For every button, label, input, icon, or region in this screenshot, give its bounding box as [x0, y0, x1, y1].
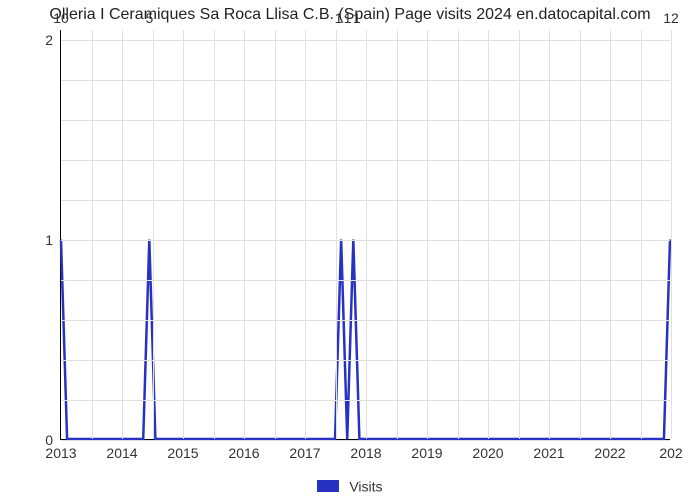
data-point-label: 10 [53, 10, 69, 26]
plot-area: 0122013201420152016201720182019202020212… [60, 30, 670, 440]
legend: Visits [0, 477, 700, 494]
data-point-label: 1 [344, 10, 352, 26]
x-tick-label: 2013 [45, 439, 76, 461]
grid-line-horizontal-minor [61, 80, 670, 81]
grid-line-horizontal-minor [61, 400, 670, 401]
x-tick-label: 2020 [472, 439, 503, 461]
x-tick-label: 2017 [289, 439, 320, 461]
chart-container: Olleria I Ceramiques Sa Roca Llisa C.B. … [0, 0, 700, 500]
x-tick-label: 2015 [167, 439, 198, 461]
grid-line-horizontal [61, 240, 670, 241]
x-tick-label: 202 [659, 439, 682, 461]
grid-line-vertical [641, 30, 642, 439]
data-point-label: 1 [335, 10, 343, 26]
grid-line-vertical [244, 30, 245, 439]
grid-line-vertical [549, 30, 550, 439]
grid-line-vertical [336, 30, 337, 439]
grid-line-vertical [488, 30, 489, 439]
grid-line-horizontal [61, 40, 670, 41]
x-tick-label: 2018 [350, 439, 381, 461]
grid-line-vertical [671, 30, 672, 439]
grid-line-vertical [92, 30, 93, 439]
grid-line-vertical [122, 30, 123, 439]
grid-line-horizontal-minor [61, 120, 670, 121]
grid-line-vertical [580, 30, 581, 439]
data-point-label: 12 [663, 10, 679, 26]
grid-line-vertical [427, 30, 428, 439]
x-tick-label: 2014 [106, 439, 137, 461]
legend-swatch [317, 480, 339, 492]
grid-line-vertical [366, 30, 367, 439]
grid-line-vertical [275, 30, 276, 439]
x-tick-label: 2021 [533, 439, 564, 461]
data-point-label: 5 [146, 10, 154, 26]
grid-line-horizontal-minor [61, 280, 670, 281]
x-tick-label: 2019 [411, 439, 442, 461]
grid-line-vertical [519, 30, 520, 439]
grid-line-vertical [214, 30, 215, 439]
grid-line-vertical [305, 30, 306, 439]
x-tick-label: 2016 [228, 439, 259, 461]
grid-line-vertical [183, 30, 184, 439]
y-tick-label: 2 [13, 32, 61, 48]
grid-line-vertical [397, 30, 398, 439]
grid-line-vertical [153, 30, 154, 439]
grid-line-horizontal-minor [61, 360, 670, 361]
y-tick-label: 1 [13, 232, 61, 248]
grid-line-vertical [610, 30, 611, 439]
grid-line-horizontal-minor [61, 200, 670, 201]
legend-label: Visits [349, 478, 382, 494]
grid-line-horizontal-minor [61, 160, 670, 161]
x-tick-label: 2022 [594, 439, 625, 461]
grid-line-vertical [458, 30, 459, 439]
data-point-label: 1 [353, 10, 361, 26]
grid-line-horizontal-minor [61, 320, 670, 321]
